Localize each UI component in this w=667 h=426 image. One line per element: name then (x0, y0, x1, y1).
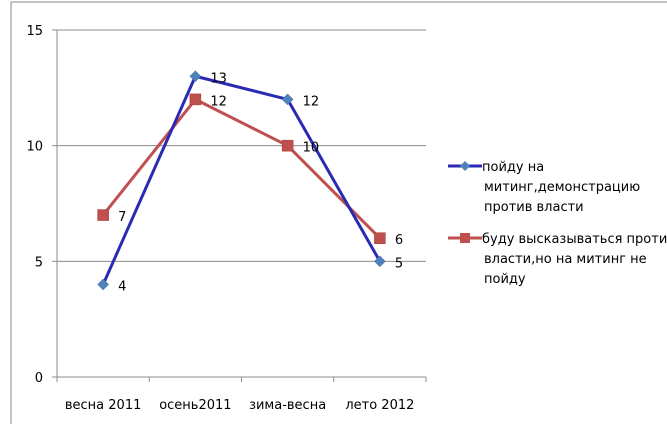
data-point (374, 255, 386, 268)
legend-label: митинг,демонстрацию (484, 180, 640, 195)
gridlines (57, 29, 426, 262)
data-point (189, 70, 202, 83)
x-tick-label: осень2011 (159, 398, 231, 413)
data-label: 4 (118, 279, 126, 294)
x-tick-label: лето 2012 (345, 398, 414, 413)
legend-marker (460, 233, 470, 243)
legend-label: пойду (484, 272, 526, 287)
data-point (281, 139, 294, 152)
data-label: 10 (303, 141, 320, 156)
data-label: 5 (395, 256, 403, 271)
legend-marker (460, 161, 470, 171)
series-line (101, 97, 381, 240)
y-tick-label: 5 (35, 255, 43, 270)
data-labels: 4 13 12 5 7 12 10 6 (118, 71, 403, 294)
y-tick-label: 0 (35, 371, 43, 386)
data-label: 7 (118, 210, 126, 225)
data-point (281, 93, 294, 106)
data-point (189, 93, 202, 106)
data-point (374, 232, 386, 244)
data-label: 12 (210, 94, 227, 109)
y-tick-label: 10 (26, 140, 43, 155)
y-tick-label: 15 (26, 24, 43, 39)
data-label: 12 (303, 94, 320, 109)
data-point (97, 278, 109, 291)
axes: 0 5 10 15 весна 2011 осень2011 зима-весна лето … (26, 24, 427, 413)
legend-label: против власти (484, 200, 584, 215)
data-point (97, 209, 109, 221)
legend-label: буду высказываться против (482, 232, 667, 247)
x-tick-label: зима-весна (249, 398, 326, 413)
data-label: 6 (395, 233, 403, 248)
series (97, 70, 386, 291)
series-line (101, 74, 382, 286)
legend: пойду на митинг,демонстрацию против власти… (448, 160, 667, 287)
x-tick-label: весна 2011 (65, 398, 142, 413)
data-label: 13 (210, 71, 227, 86)
legend-label: пойду на (482, 160, 544, 175)
legend-label: власти,но на митинг не (484, 252, 647, 267)
